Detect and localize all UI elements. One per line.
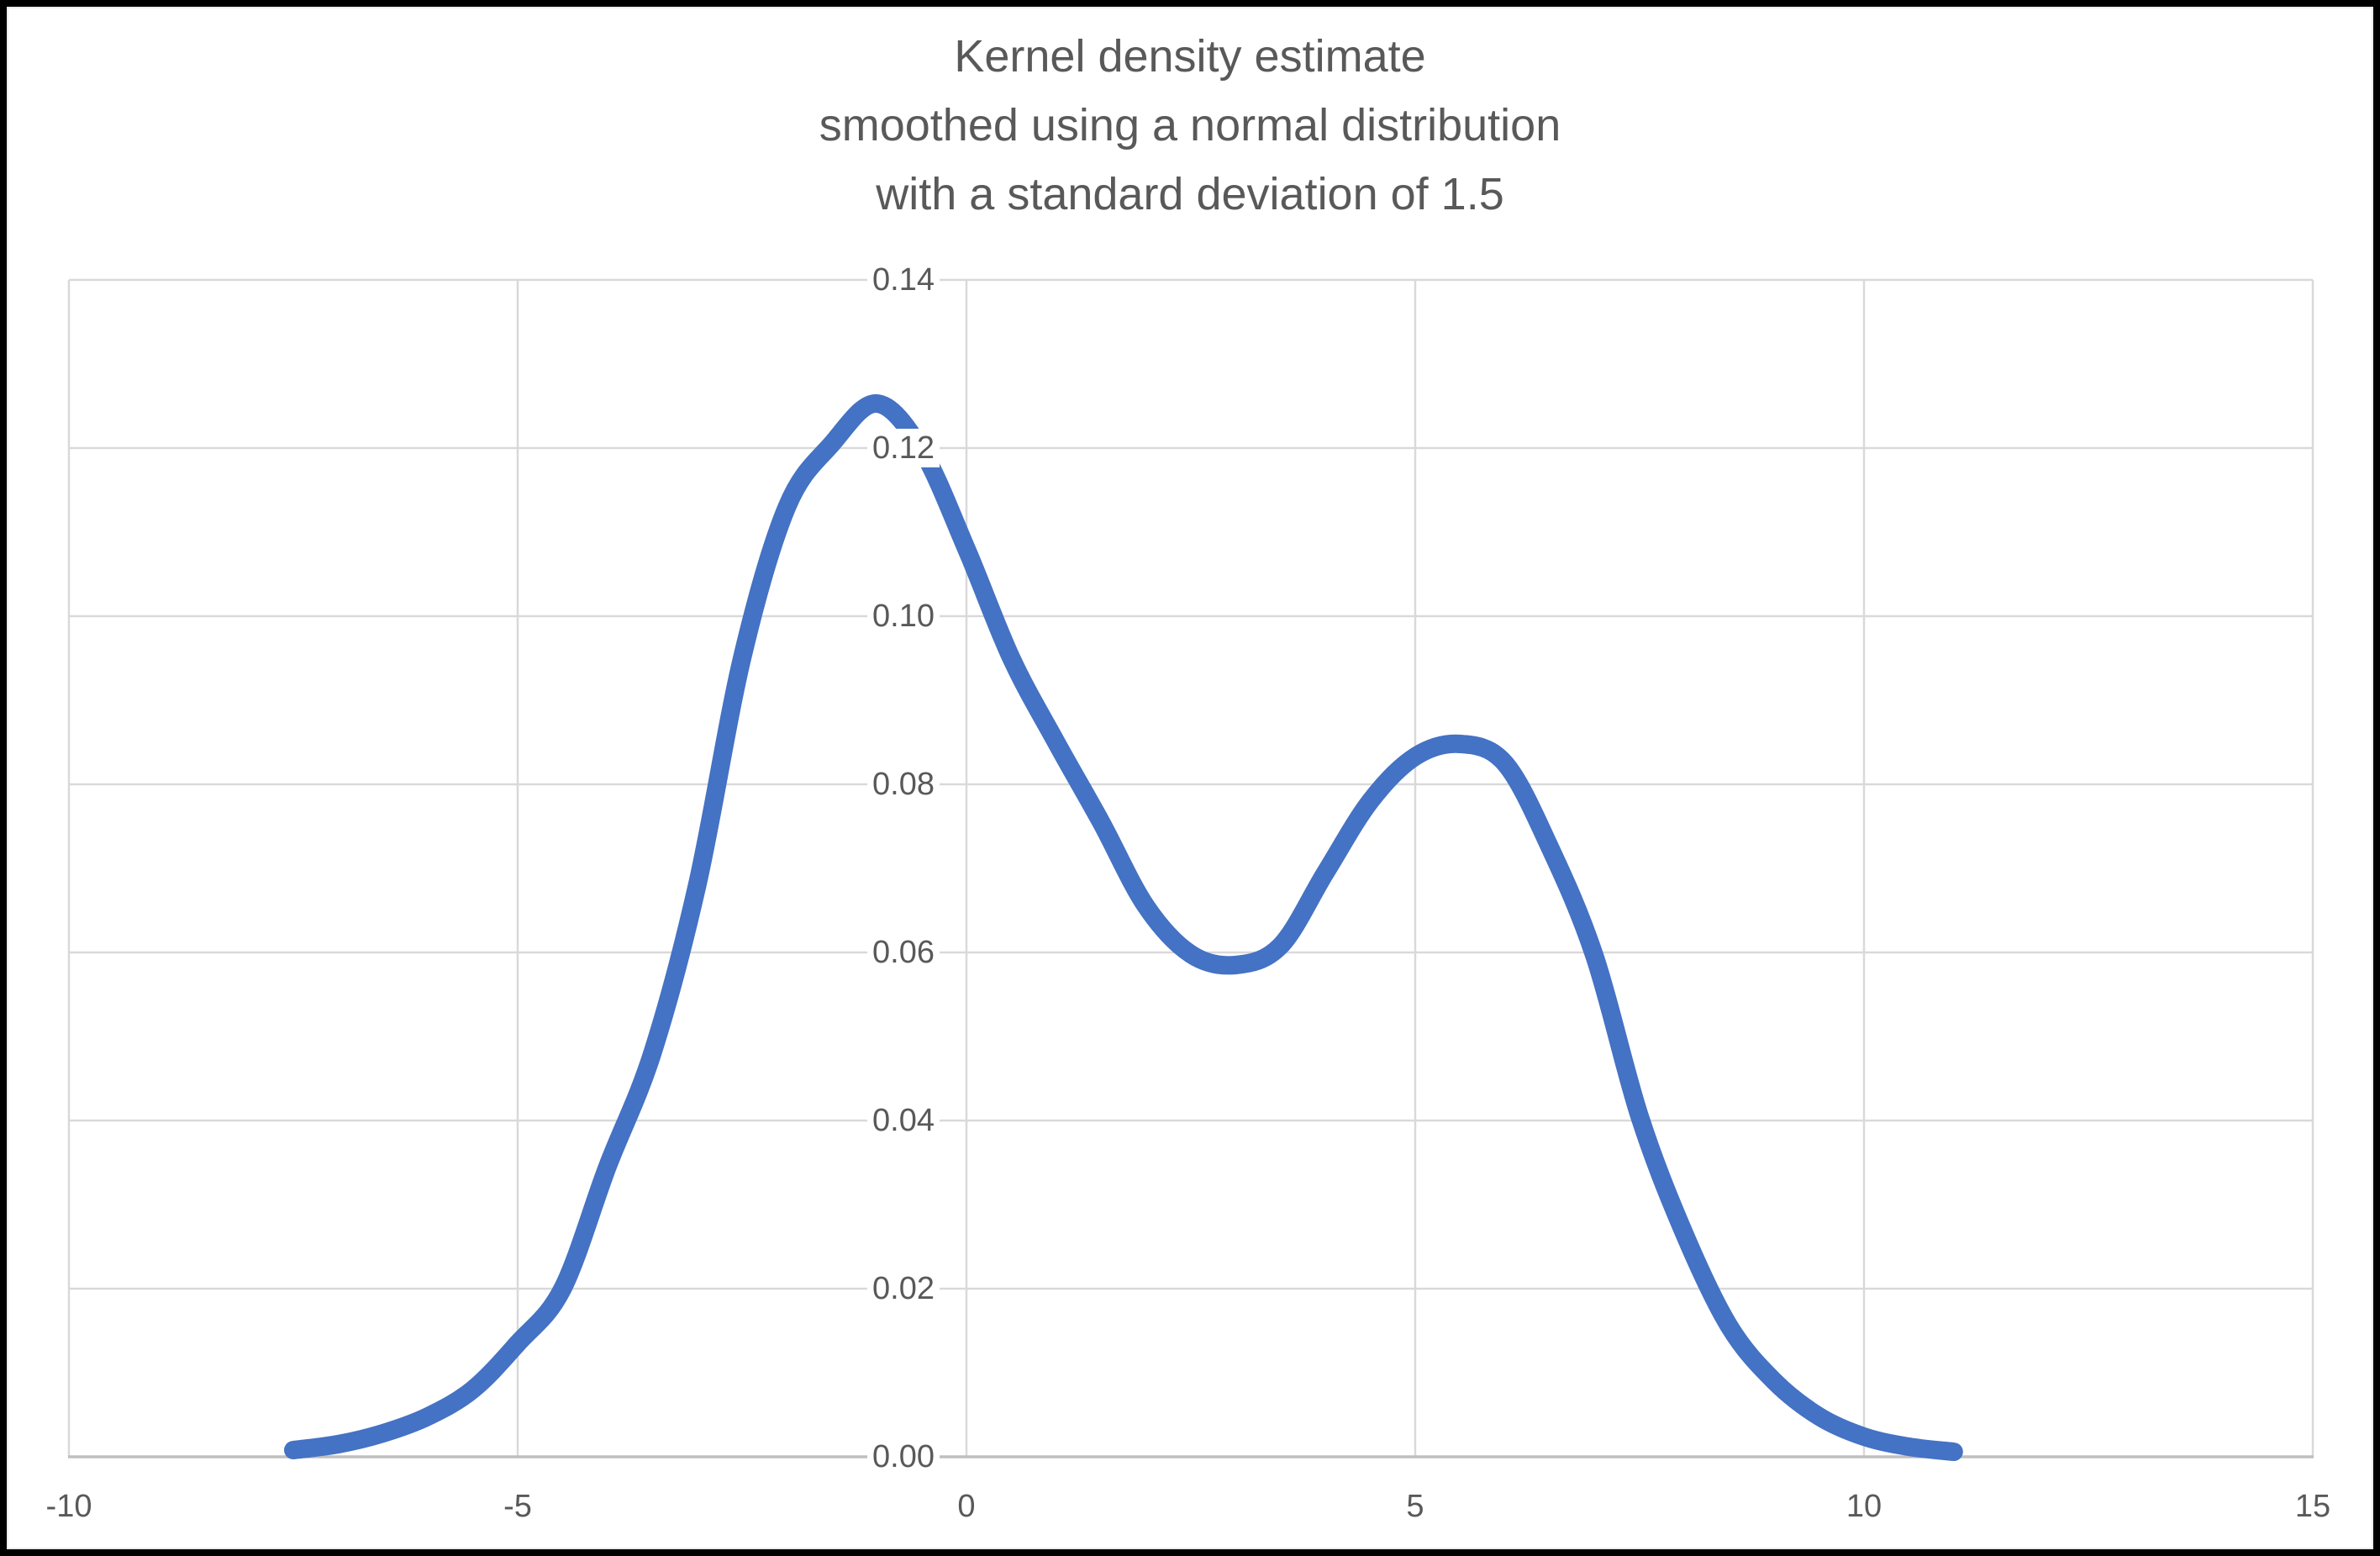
x-tick-label--10: -10 [45, 1489, 92, 1524]
y-tick-label-0.12: 0.12 [867, 429, 940, 467]
x-tick-label-15: 15 [2294, 1489, 2331, 1524]
chart-title-line3: with a standard deviation of 1.5 [876, 169, 1504, 219]
y-tick-label-0.14: 0.14 [867, 261, 940, 299]
x-tick-label--5: -5 [503, 1489, 532, 1524]
chart-title: Kernel density estimate smoothed using a… [0, 22, 2380, 229]
y-tick-label-0.04: 0.04 [867, 1101, 940, 1140]
kde-curve [284, 394, 1963, 1461]
y-tick-label-0.08: 0.08 [867, 765, 940, 804]
x-tick-label-0: 0 [957, 1489, 976, 1524]
chart-title-line1: Kernel density estimate [954, 31, 1426, 82]
x-tick-label-10: 10 [1846, 1489, 1882, 1524]
chart-title-line2: smoothed using a normal distribution [819, 100, 1561, 150]
y-tick-label-0.06: 0.06 [867, 933, 940, 972]
y-tick-label-0.00: 0.00 [867, 1437, 940, 1476]
y-tick-label-0.02: 0.02 [867, 1269, 940, 1308]
x-tick-label-5: 5 [1406, 1489, 1424, 1524]
y-tick-label-0.10: 0.10 [867, 597, 940, 636]
